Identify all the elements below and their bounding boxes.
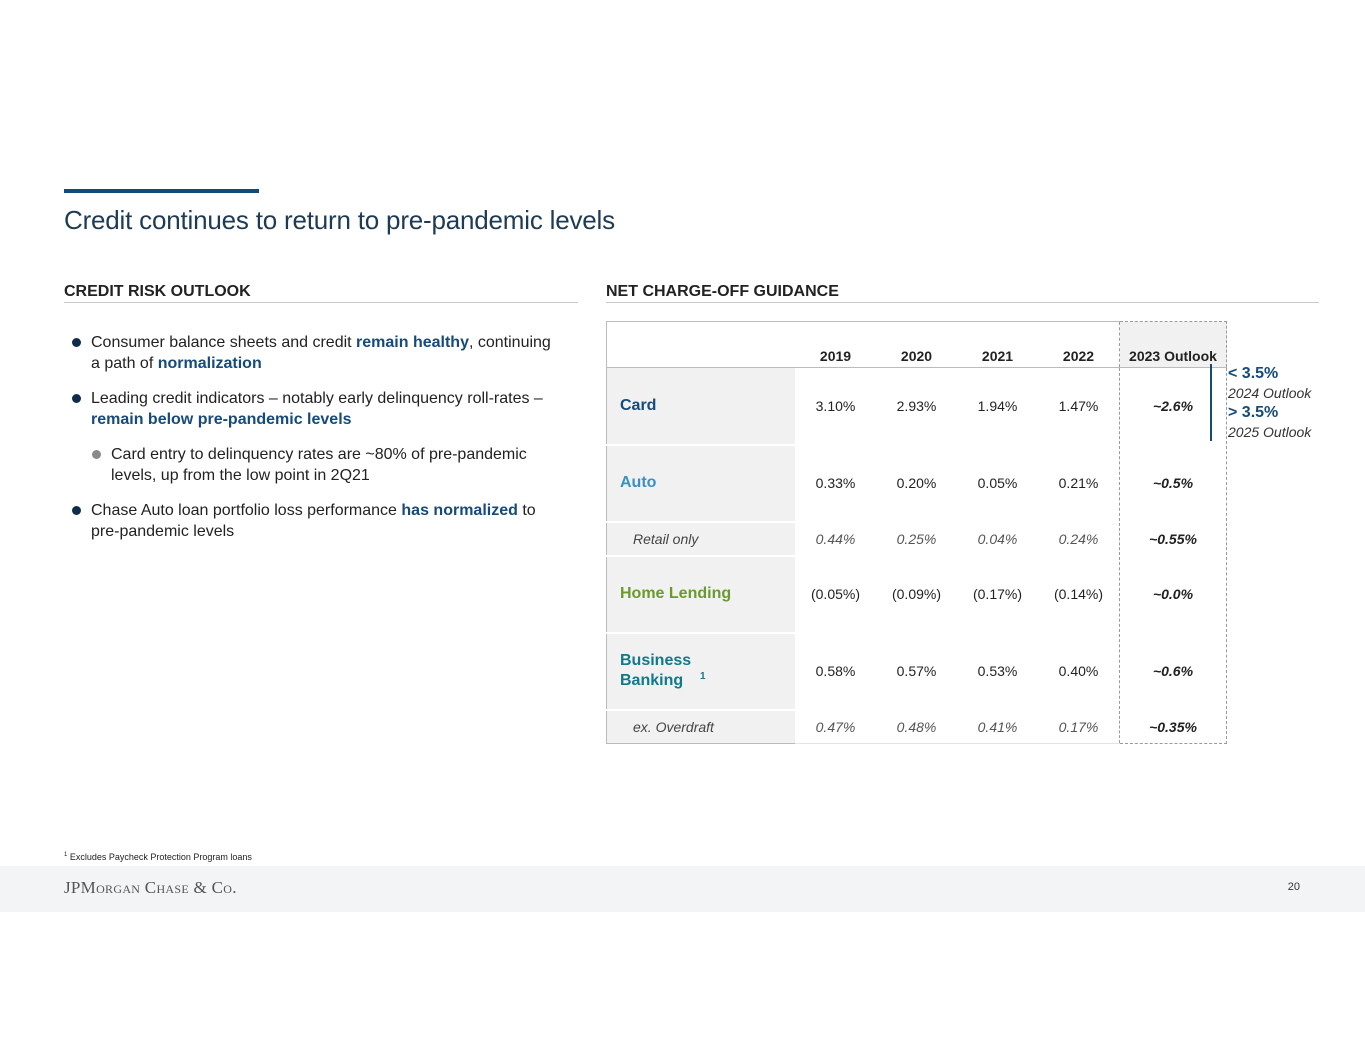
table-cell: 0.41%	[957, 708, 1038, 744]
bullet-item: Chase Auto loan portfolio loss performan…	[70, 500, 560, 542]
table-cell: 0.47%	[795, 708, 876, 744]
table-cell: (0.14%)	[1038, 554, 1120, 633]
table-row-card: Card 3.10% 2.93% 1.94% 1.47% ~2.6%	[606, 367, 1227, 445]
outlook-cell: ~0.6%	[1119, 631, 1227, 710]
outlook-cell: ~0.35%	[1119, 708, 1227, 744]
table-corner-cell	[606, 321, 795, 368]
column-header: 2021	[957, 321, 1038, 368]
card-outlook-callout: < 3.5% 2024 Outlook > 3.5% 2025 Outlook	[1210, 364, 1340, 441]
credit-risk-outlook-heading: CREDIT RISK OUTLOOK	[64, 283, 251, 300]
row-label-retail-only: Retail only	[606, 520, 795, 556]
row-label-ex-overdraft: ex. Overdraft	[606, 708, 795, 744]
table-cell: (0.17%)	[957, 554, 1038, 633]
nco-guidance-heading: NET CHARGE-OFF GUIDANCE	[606, 283, 839, 300]
row-label-business-banking: Business Banking 1	[606, 631, 795, 710]
outlook-cell: ~0.5%	[1119, 443, 1227, 522]
page-title: Credit continues to return to pre-pandem…	[64, 205, 615, 235]
table-cell: 3.10%	[795, 367, 876, 445]
table-cell: 0.21%	[1038, 443, 1120, 522]
footnote-marker: 1	[700, 670, 706, 682]
table-cell: 2.93%	[876, 367, 957, 445]
row-label-home-lending: Home Lending	[606, 554, 795, 633]
company-logo: JPMorgan Chase & Co.	[64, 878, 237, 897]
table-cell: 0.25%	[876, 520, 957, 556]
table-cell: 0.40%	[1038, 631, 1120, 710]
column-header: 2019	[795, 321, 876, 368]
sub-bullet-item: Card entry to delinquency rates are ~80%…	[90, 444, 560, 486]
bullet-dot-icon	[72, 506, 81, 515]
table-cell: 0.24%	[1038, 520, 1120, 556]
column-header: 2020	[876, 321, 957, 368]
bullet-dot-icon	[72, 394, 81, 403]
outlook-cell: ~0.0%	[1119, 554, 1227, 633]
nco-guidance-table: 2019 2020 2021 2022 2023 Outlook Card 3.…	[606, 321, 1227, 744]
sub-bullet-dot-icon	[92, 450, 101, 459]
table-cell: 0.05%	[957, 443, 1038, 522]
table-cell: 0.58%	[795, 631, 876, 710]
table-cell: 1.47%	[1038, 367, 1120, 445]
table-row-ex-overdraft: ex. Overdraft 0.47% 0.48% 0.41% 0.17% ~0…	[606, 708, 1227, 744]
table-cell: 0.04%	[957, 520, 1038, 556]
right-section-divider	[606, 302, 1319, 303]
row-label-card: Card	[606, 367, 795, 445]
outlook-cell: ~2.6%	[1119, 367, 1227, 445]
card-2024-outlook-label: 2024 Outlook	[1228, 385, 1312, 401]
table-cell: 0.44%	[795, 520, 876, 556]
left-section-divider	[64, 302, 578, 303]
table-cell: 0.20%	[876, 443, 957, 522]
bullet-dot-icon	[72, 338, 81, 347]
bullet-item: Leading credit indicators – notably earl…	[70, 388, 560, 430]
card-2025-outlook-label: 2025 Outlook	[1228, 424, 1312, 440]
page-number: 20	[1287, 881, 1300, 893]
table-row-business-banking: Business Banking 1 0.58% 0.57% 0.53% 0.40…	[606, 631, 1227, 710]
card-2025-outlook-value: > 3.5%	[1228, 404, 1279, 421]
table-cell: 0.33%	[795, 443, 876, 522]
table-cell: 0.57%	[876, 631, 957, 710]
table-cell: (0.09%)	[876, 554, 957, 633]
footnote: 1 Excludes Paycheck Protection Program l…	[64, 852, 252, 862]
table-cell: 0.17%	[1038, 708, 1120, 744]
row-label-auto: Auto	[606, 443, 795, 522]
table-row-home-lending: Home Lending (0.05%) (0.09%) (0.17%) (0.…	[606, 554, 1227, 633]
table-row-auto: Auto 0.33% 0.20% 0.05% 0.21% ~0.5%	[606, 443, 1227, 522]
card-2024-outlook-value: < 3.5%	[1228, 365, 1279, 382]
table-header-row: 2019 2020 2021 2022 2023 Outlook	[606, 321, 1227, 368]
credit-risk-bullets: Consumer balance sheets and credit remai…	[70, 332, 560, 556]
table-cell: (0.05%)	[795, 554, 876, 633]
column-header-outlook: 2023 Outlook	[1119, 321, 1227, 368]
table-cell: 1.94%	[957, 367, 1038, 445]
table-cell: 0.48%	[876, 708, 957, 744]
bullet-item: Consumer balance sheets and credit remai…	[70, 332, 560, 374]
table-row-retail-only: Retail only 0.44% 0.25% 0.04% 0.24% ~0.5…	[606, 520, 1227, 556]
footer: JPMorgan Chase & Co. 20	[0, 866, 1365, 912]
column-header: 2022	[1038, 321, 1120, 368]
title-accent-bar	[64, 189, 259, 193]
table-cell: 0.53%	[957, 631, 1038, 710]
outlook-cell: ~0.55%	[1119, 520, 1227, 556]
